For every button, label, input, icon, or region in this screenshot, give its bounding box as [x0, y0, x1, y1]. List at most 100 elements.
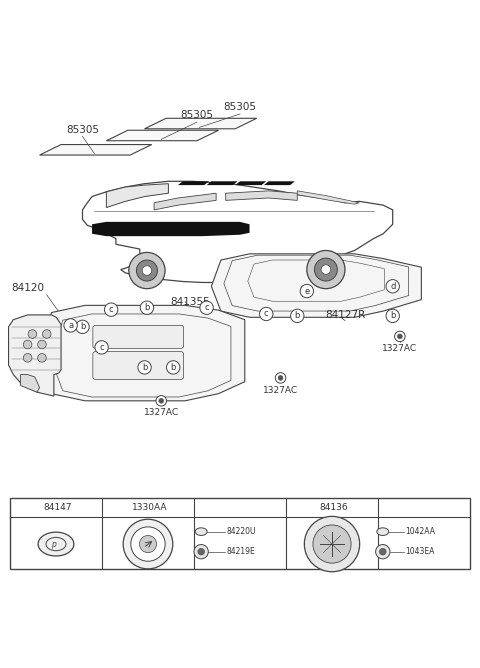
Circle shape — [197, 502, 207, 513]
Bar — [10, 498, 470, 568]
Text: c: c — [200, 503, 204, 512]
Ellipse shape — [195, 528, 207, 536]
Circle shape — [386, 309, 399, 323]
Circle shape — [139, 536, 156, 552]
Circle shape — [380, 548, 386, 555]
Circle shape — [200, 301, 213, 315]
Circle shape — [28, 330, 36, 338]
Text: 84147: 84147 — [44, 503, 72, 512]
Circle shape — [304, 516, 360, 572]
Circle shape — [198, 548, 204, 555]
Text: c: c — [109, 305, 113, 314]
Circle shape — [123, 519, 173, 569]
Text: 84127R: 84127R — [325, 310, 365, 320]
Circle shape — [105, 502, 115, 513]
Circle shape — [276, 373, 286, 383]
FancyBboxPatch shape — [93, 325, 183, 348]
Text: b: b — [144, 303, 150, 312]
Text: b: b — [142, 363, 147, 372]
Polygon shape — [211, 254, 421, 317]
Polygon shape — [235, 181, 266, 185]
Text: 1042AA: 1042AA — [406, 527, 436, 536]
Text: 85305: 85305 — [224, 102, 256, 112]
Circle shape — [159, 398, 164, 403]
Circle shape — [156, 395, 167, 406]
Circle shape — [138, 361, 151, 374]
Ellipse shape — [38, 532, 74, 556]
Text: b: b — [390, 311, 396, 321]
Polygon shape — [154, 193, 216, 210]
Text: 84136: 84136 — [320, 503, 348, 512]
Polygon shape — [39, 144, 152, 155]
Text: 1043EA: 1043EA — [406, 547, 435, 556]
Text: 84120: 84120 — [11, 283, 44, 293]
Text: 84135F: 84135F — [170, 297, 209, 307]
Text: 85305: 85305 — [66, 124, 99, 134]
Text: b: b — [170, 363, 176, 372]
Circle shape — [167, 361, 180, 374]
Text: 84219E: 84219E — [227, 547, 255, 556]
Polygon shape — [21, 375, 39, 392]
Polygon shape — [9, 315, 61, 396]
Circle shape — [129, 253, 165, 289]
FancyBboxPatch shape — [93, 351, 183, 379]
Circle shape — [76, 320, 89, 333]
Polygon shape — [144, 118, 257, 129]
Circle shape — [314, 258, 337, 281]
Text: b: b — [108, 503, 112, 512]
Circle shape — [386, 280, 399, 293]
Circle shape — [307, 250, 345, 289]
Polygon shape — [297, 191, 360, 204]
Circle shape — [37, 353, 46, 362]
Text: 1330AA: 1330AA — [132, 503, 168, 512]
Circle shape — [24, 340, 32, 349]
Text: 85305: 85305 — [180, 110, 214, 120]
Circle shape — [313, 525, 351, 563]
Polygon shape — [178, 181, 209, 185]
Polygon shape — [92, 222, 250, 236]
Circle shape — [142, 266, 152, 275]
Circle shape — [300, 285, 313, 298]
Text: p: p — [51, 540, 56, 548]
Circle shape — [95, 341, 108, 354]
Circle shape — [140, 301, 154, 315]
Circle shape — [64, 319, 77, 332]
Circle shape — [42, 330, 51, 338]
Circle shape — [24, 353, 32, 362]
Polygon shape — [107, 130, 218, 141]
Polygon shape — [226, 191, 297, 200]
Circle shape — [260, 307, 273, 321]
Circle shape — [381, 502, 391, 513]
Circle shape — [376, 544, 390, 559]
Circle shape — [105, 303, 118, 317]
Circle shape — [289, 502, 300, 513]
Text: 84220U: 84220U — [227, 527, 256, 536]
Polygon shape — [264, 181, 295, 185]
Text: 1327AC: 1327AC — [144, 408, 179, 418]
Ellipse shape — [377, 528, 389, 536]
Circle shape — [136, 260, 157, 281]
Circle shape — [278, 375, 283, 380]
Text: b: b — [295, 311, 300, 321]
Text: c: c — [204, 303, 209, 312]
Polygon shape — [83, 181, 393, 283]
Circle shape — [290, 309, 304, 323]
Circle shape — [395, 331, 405, 341]
Text: d: d — [390, 282, 396, 291]
Text: d: d — [292, 503, 297, 512]
Text: e: e — [304, 287, 310, 295]
Text: c: c — [264, 309, 268, 319]
Circle shape — [37, 340, 46, 349]
Circle shape — [397, 334, 402, 339]
Text: e: e — [384, 503, 388, 512]
Polygon shape — [206, 181, 238, 185]
Text: 1327AC: 1327AC — [263, 385, 298, 395]
Text: 1327AC: 1327AC — [382, 344, 418, 353]
Text: a: a — [68, 321, 73, 330]
Polygon shape — [107, 184, 168, 208]
Circle shape — [131, 527, 165, 561]
Circle shape — [321, 265, 331, 275]
Text: b: b — [80, 323, 85, 331]
Circle shape — [13, 502, 24, 513]
Text: a: a — [16, 503, 21, 512]
